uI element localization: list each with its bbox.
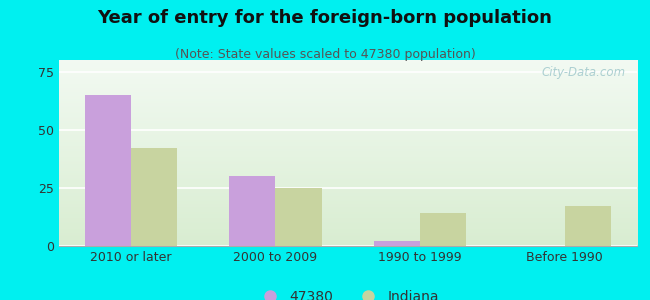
- Bar: [276, 188, 322, 246]
- Bar: [131, 148, 177, 246]
- Legend: 47380, Indiana: 47380, Indiana: [251, 285, 445, 300]
- Text: (Note: State values scaled to 47380 population): (Note: State values scaled to 47380 popu…: [175, 48, 475, 61]
- Bar: [420, 214, 466, 246]
- Text: City-Data.com: City-Data.com: [541, 66, 625, 79]
- Text: Year of entry for the foreign-born population: Year of entry for the foreign-born popul…: [98, 9, 552, 27]
- Bar: [565, 206, 611, 246]
- Bar: [229, 176, 276, 246]
- Bar: [84, 95, 131, 246]
- Bar: [374, 241, 420, 246]
